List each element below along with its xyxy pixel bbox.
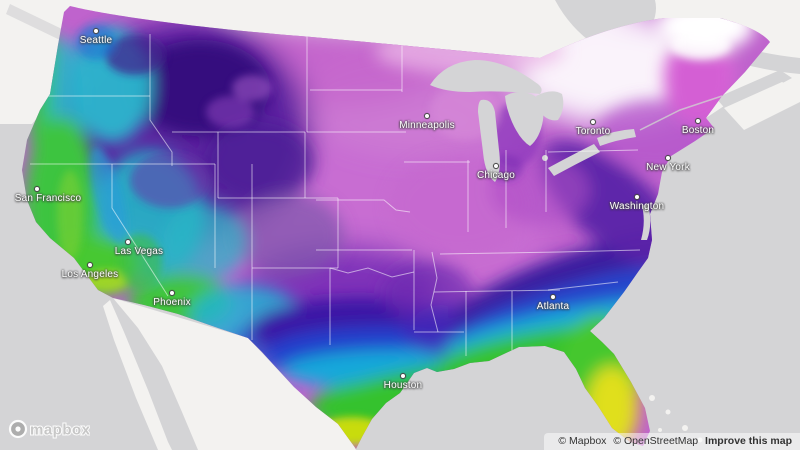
city-label: Boston bbox=[681, 125, 715, 136]
mapbox-logo-text: mapbox bbox=[30, 422, 90, 439]
attribution-osm-link[interactable]: © OpenStreetMap bbox=[613, 435, 699, 447]
mapbox-logo[interactable]: mapbox bbox=[8, 418, 91, 445]
city-dot bbox=[665, 155, 671, 161]
city-label: Los Angeles bbox=[61, 269, 119, 280]
st-lawrence-river bbox=[639, 95, 723, 131]
city-label: Atlanta bbox=[536, 301, 570, 312]
city-dot bbox=[400, 373, 406, 379]
city-dot bbox=[695, 118, 701, 124]
attribution-improve-link[interactable]: Improve this map bbox=[705, 435, 792, 447]
city-dot bbox=[424, 113, 430, 119]
city-label: Toronto bbox=[575, 126, 611, 137]
city-dot bbox=[87, 262, 93, 268]
city-label: Washington bbox=[609, 201, 665, 212]
city-label: Seattle bbox=[79, 35, 113, 46]
city-dot bbox=[34, 186, 40, 192]
city-dot bbox=[590, 119, 596, 125]
city-label: Chicago bbox=[476, 170, 516, 181]
lakes-layer bbox=[430, 60, 651, 240]
city-dot bbox=[93, 28, 99, 34]
city-label: Houston bbox=[383, 380, 423, 391]
attribution-bar: © Mapbox © OpenStreetMap Improve this ma… bbox=[544, 433, 800, 450]
attribution-mapbox-link[interactable]: © Mapbox bbox=[558, 435, 607, 447]
city-label: New York bbox=[646, 162, 690, 173]
city-dot bbox=[634, 194, 640, 200]
mapbox-logo-icon-center bbox=[15, 426, 21, 432]
city-label: Las Vegas bbox=[114, 246, 164, 257]
city-dot bbox=[125, 239, 131, 245]
state-borders-layer bbox=[30, 30, 641, 356]
city-label: San Francisco bbox=[14, 193, 82, 204]
city-dot bbox=[169, 290, 175, 296]
city-dot bbox=[493, 163, 499, 169]
city-label: Phoenix bbox=[153, 297, 191, 308]
city-dot bbox=[550, 294, 556, 300]
city-label: Minneapolis bbox=[399, 120, 455, 131]
